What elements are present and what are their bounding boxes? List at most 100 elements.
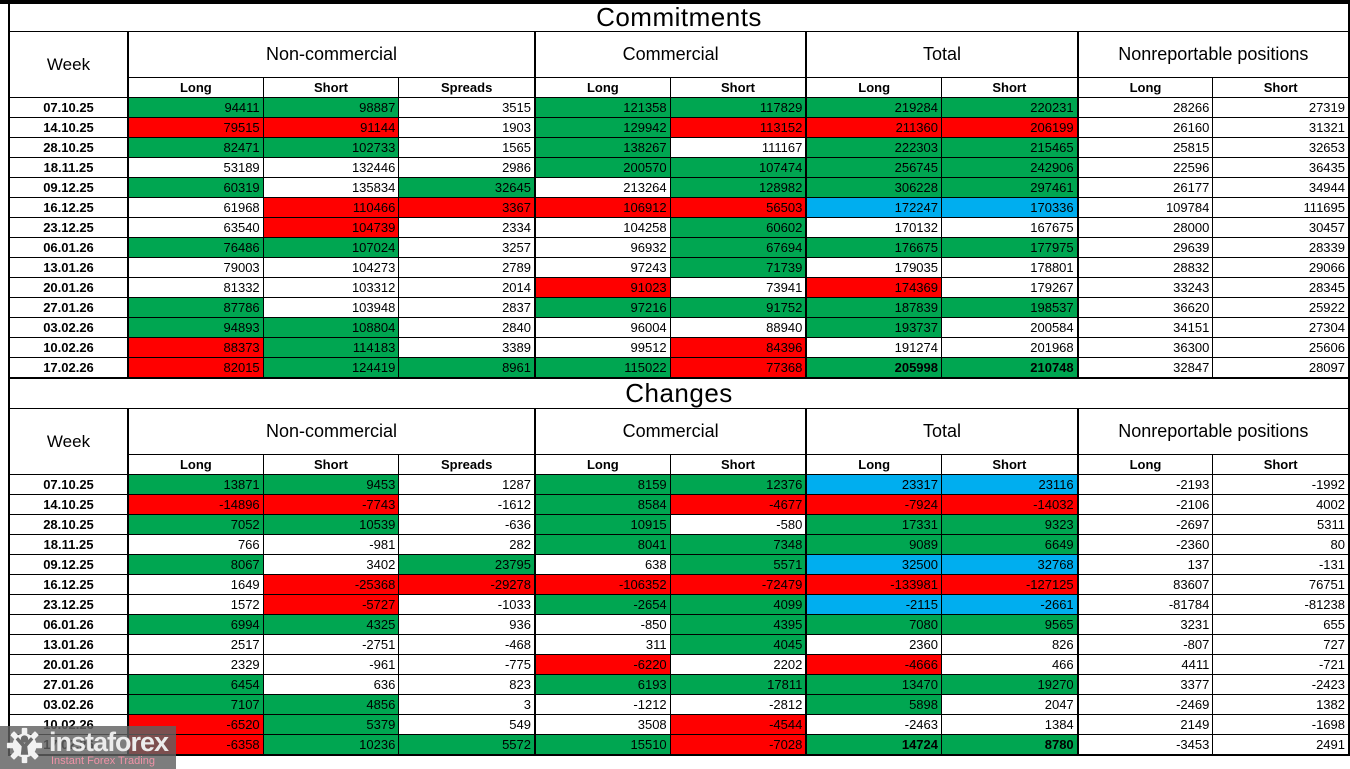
table-cell: 4411 xyxy=(1077,655,1213,674)
group-header: Nonreportable positions xyxy=(1077,32,1348,77)
table-cell: 2517 xyxy=(128,635,263,654)
table-cell: 135834 xyxy=(263,178,399,197)
sub-column-header: Spreads xyxy=(399,78,534,97)
brand-tagline: Instant Forex Trading xyxy=(51,754,155,767)
week-label: 13.01.26 xyxy=(10,258,127,277)
section-title: Changes xyxy=(10,379,1348,408)
table-cell: 176675 xyxy=(806,238,941,257)
table-cell: 32645 xyxy=(399,178,534,197)
group-header: Non-commercial xyxy=(128,409,534,454)
table-cell: -636 xyxy=(399,515,534,534)
table-top-border xyxy=(0,0,1350,4)
table-cell: -3453 xyxy=(1077,735,1213,754)
table-cell: -2106 xyxy=(1077,495,1213,514)
week-label: 17.02.26 xyxy=(10,358,127,377)
table-cell: 29066 xyxy=(1213,258,1348,277)
week-label: 28.10.25 xyxy=(10,515,127,534)
table-cell: 727 xyxy=(1213,635,1348,654)
table-cell: 1287 xyxy=(399,475,534,494)
table-cell: 466 xyxy=(942,655,1077,674)
table-cell: 28000 xyxy=(1077,218,1213,237)
table-cell: 1384 xyxy=(942,715,1077,734)
table-cell: 4002 xyxy=(1213,495,1348,514)
sub-column-header: Short xyxy=(670,455,806,474)
table-cell: 34151 xyxy=(1077,318,1213,337)
table-cell: 27319 xyxy=(1213,98,1348,117)
table-cell: 25922 xyxy=(1213,298,1348,317)
table-cell: 30457 xyxy=(1213,218,1348,237)
sub-column-header: Long xyxy=(128,78,263,97)
table-cell: 107474 xyxy=(670,158,806,177)
table-cell: 31321 xyxy=(1213,118,1348,137)
table-cell: -7924 xyxy=(806,495,941,514)
table-cell: -2469 xyxy=(1077,695,1213,714)
table-cell: 3402 xyxy=(263,555,399,574)
table-cell: 81332 xyxy=(128,278,263,297)
table-cell: 8584 xyxy=(535,495,670,514)
table-cell: 636 xyxy=(263,675,399,694)
table-cell: 82471 xyxy=(128,138,263,157)
table-cell: 2840 xyxy=(399,318,534,337)
table-cell: 76751 xyxy=(1213,575,1348,594)
table-cell: 7052 xyxy=(128,515,263,534)
table-cell: 1649 xyxy=(128,575,263,594)
table-cell: 25815 xyxy=(1077,138,1213,157)
table-cell: 170336 xyxy=(942,198,1077,217)
table-cell: 36620 xyxy=(1077,298,1213,317)
table-cell: 34944 xyxy=(1213,178,1348,197)
table-cell: 27304 xyxy=(1213,318,1348,337)
table-cell: 110466 xyxy=(263,198,399,217)
table-cell: -2751 xyxy=(263,635,399,654)
week-label: 06.01.26 xyxy=(10,615,127,634)
table-cell: 33243 xyxy=(1077,278,1213,297)
table-cell: 138267 xyxy=(535,138,670,157)
table-cell: 107024 xyxy=(263,238,399,257)
table-cell: 102733 xyxy=(263,138,399,157)
table-cell: 71739 xyxy=(670,258,806,277)
table-cell: -81238 xyxy=(1213,595,1348,614)
table-cell: 8159 xyxy=(535,475,670,494)
table-cell: 178801 xyxy=(942,258,1077,277)
table-cell: 198537 xyxy=(942,298,1077,317)
table-cell: 2329 xyxy=(128,655,263,674)
table-cell: 9323 xyxy=(942,515,1077,534)
table-cell: 1565 xyxy=(399,138,534,157)
table-cell: 9089 xyxy=(806,535,941,554)
table-cell: 936 xyxy=(399,615,534,634)
section-changes: Changes Week Non-commercial Commercial Total… xyxy=(8,379,1350,756)
table-cell: 10236 xyxy=(263,735,399,754)
table-cell: 4395 xyxy=(670,615,806,634)
table-cell: -1212 xyxy=(535,695,670,714)
table-cell: 4099 xyxy=(670,595,806,614)
table-cell: 117829 xyxy=(670,98,806,117)
table-cell: -72479 xyxy=(670,575,806,594)
sub-column-header: Spreads xyxy=(399,455,534,474)
instaforex-logo: instaforex Instant Forex Trading xyxy=(0,726,176,769)
table-cell: 8041 xyxy=(535,535,670,554)
sub-column-header: Long xyxy=(806,78,941,97)
table-cell: 32847 xyxy=(1077,358,1213,377)
table-cell: 25606 xyxy=(1213,338,1348,357)
group-header: Commercial xyxy=(535,32,806,77)
table-cell: 91023 xyxy=(535,278,670,297)
sub-column-header: Long xyxy=(535,455,670,474)
table-cell: 67694 xyxy=(670,238,806,257)
week-label: 18.11.25 xyxy=(10,535,127,554)
brand-name: instaforex xyxy=(49,726,169,757)
table-cell: 22596 xyxy=(1077,158,1213,177)
table-cell: 53189 xyxy=(128,158,263,177)
group-header: Total xyxy=(806,32,1077,77)
cot-report: Commitments Week Non-commercial Commercial T… xyxy=(8,4,1350,756)
table-cell: 311 xyxy=(535,635,670,654)
table-cell: 132446 xyxy=(263,158,399,177)
table-cell: 29639 xyxy=(1077,238,1213,257)
table-cell: 3515 xyxy=(399,98,534,117)
table-cell: 113152 xyxy=(670,118,806,137)
table-cell: 109784 xyxy=(1077,198,1213,217)
table-cell: -14032 xyxy=(942,495,1077,514)
group-header: Non-commercial xyxy=(128,32,534,77)
table-cell: 8067 xyxy=(128,555,263,574)
table-cell: 177975 xyxy=(942,238,1077,257)
table-cell: 172247 xyxy=(806,198,941,217)
table-cell: 19270 xyxy=(942,675,1077,694)
